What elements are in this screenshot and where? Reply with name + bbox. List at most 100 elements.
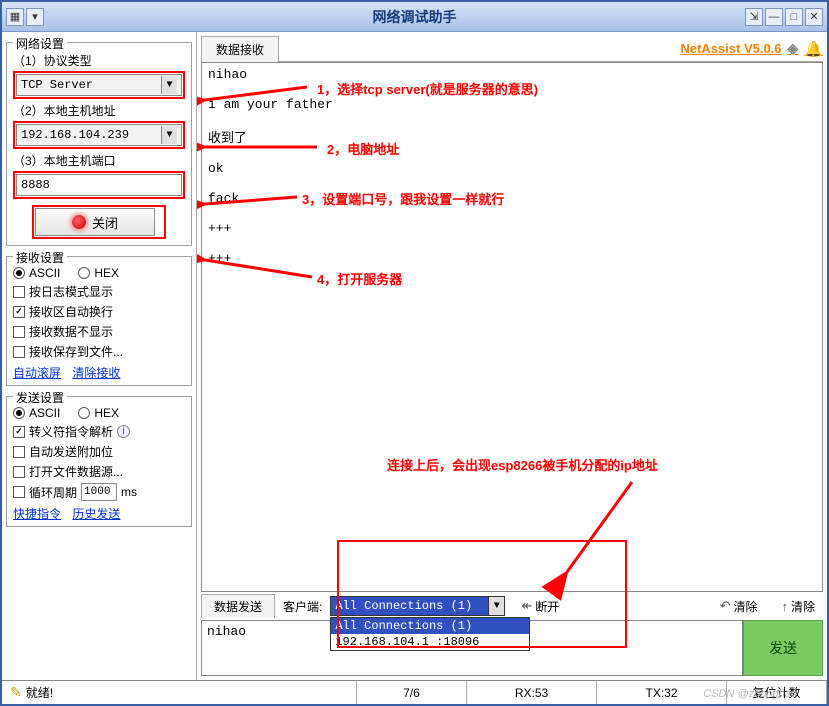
minimize-icon[interactable]: — (765, 8, 783, 26)
auto-scroll-link[interactable]: 自动滚屏 (13, 366, 61, 380)
info-icon[interactable]: i (117, 425, 130, 438)
dropdown-icon[interactable]: ▾ (26, 8, 44, 26)
right-header: 数据接收 NetAssist V5.0.6 ◈ 🔔 (201, 36, 823, 62)
left-panel: 网络设置 （1）协议类型 TCP Server ▼ （2）本地主机地址 192.… (2, 32, 197, 680)
recv-settings-group: 接收设置 ASCII HEX 按日志模式显示 接收区自动换行 接收数据不显示 接… (6, 256, 192, 386)
titlebar-left-icons: ▦ ▾ (6, 8, 44, 26)
close-icon[interactable]: ✕ (805, 8, 823, 26)
close-btn-highlight: 关闭 (32, 205, 166, 239)
escape-check[interactable] (13, 426, 25, 438)
titlebar: ▦ ▾ 网络调试助手 ⇲ — □ ✕ (2, 2, 827, 32)
clear-icon: ↶ (720, 598, 731, 614)
auto-wrap-check[interactable] (13, 306, 25, 318)
disconnect-label: 断开 (535, 598, 559, 615)
send-settings-group: 发送设置 ASCII HEX 转义符指令解析 i 自动发送附加位 打开文件数据源… (6, 396, 192, 527)
recv-hex-radio[interactable] (78, 267, 90, 279)
status-ready: ✎ 就绪! (2, 681, 357, 704)
send-hex-radio[interactable] (78, 407, 90, 419)
main-area: 网络设置 （1）协议类型 TCP Server ▼ （2）本地主机地址 192.… (2, 32, 827, 680)
auto-wrap-label: 接收区自动换行 (29, 303, 113, 320)
send-encoding-row: ASCII HEX (13, 406, 185, 420)
recv-ascii-radio[interactable] (13, 267, 25, 279)
diamond-icon[interactable]: ◈ (788, 40, 799, 57)
send-button[interactable]: 发送 (743, 620, 823, 676)
send-ascii-radio[interactable] (13, 407, 25, 419)
clear-icon: ↑ (781, 599, 788, 614)
recv-tab[interactable]: 数据接收 (201, 36, 279, 62)
client-label: 客户端: (283, 598, 322, 615)
clear-right-label: 清除 (791, 598, 815, 615)
recv-ascii-label: ASCII (29, 266, 60, 280)
ready-icon: ✎ (10, 684, 22, 701)
host-highlight: 192.168.104.239 ▼ (13, 121, 185, 149)
chevron-down-icon: ▼ (488, 597, 504, 615)
send-tab[interactable]: 数据发送 (201, 594, 275, 618)
recv-encoding-row: ASCII HEX (13, 266, 185, 280)
disconnect-button[interactable]: ↞断开 (513, 596, 567, 617)
status-pages: 7/6 (357, 681, 467, 704)
close-server-button[interactable]: 关闭 (35, 208, 155, 236)
open-file-check[interactable] (13, 466, 25, 478)
record-icon (72, 215, 86, 229)
chevron-down-icon: ▼ (161, 126, 177, 144)
conn-option-all[interactable]: All Connections (1) (331, 618, 529, 634)
right-panel: 数据接收 NetAssist V5.0.6 ◈ 🔔 nihao i am you… (197, 32, 827, 680)
recv-links: 自动滚屏 清除接收 (13, 364, 185, 381)
send-links: 快捷指令 历史发送 (13, 505, 185, 522)
protocol-highlight: TCP Server ▼ (13, 71, 185, 99)
auto-append-label: 自动发送附加位 (29, 443, 113, 460)
cycle-input[interactable]: 1000 (81, 483, 117, 501)
cycle-label: 循环周期 (29, 484, 77, 501)
recv-save-check[interactable] (13, 346, 25, 358)
recv-hide-check[interactable] (13, 326, 25, 338)
recv-hex-label: HEX (94, 266, 119, 280)
host-label: （2）本地主机地址 (13, 102, 185, 119)
protocol-value: TCP Server (21, 78, 93, 92)
open-file-label: 打开文件数据源... (29, 463, 123, 480)
window-title: 网络调试助手 (2, 7, 827, 27)
close-label: 关闭 (92, 213, 118, 232)
bell-icon[interactable]: 🔔 (804, 40, 823, 58)
recv-hide-label: 接收数据不显示 (29, 323, 113, 340)
network-settings-group: 网络设置 （1）协议类型 TCP Server ▼ （2）本地主机地址 192.… (6, 42, 192, 246)
clear-right-button[interactable]: ↑清除 (773, 596, 823, 617)
sys-icon[interactable]: ▦ (6, 8, 24, 26)
connection-combo[interactable]: All Connections (1) ▼ All Connections (1… (330, 596, 505, 616)
send-hex-label: HEX (94, 406, 119, 420)
cycle-unit: ms (121, 485, 137, 499)
send-settings-legend: 发送设置 (13, 389, 67, 406)
clear-left-button[interactable]: ↶清除 (712, 596, 766, 617)
port-value: 8888 (21, 178, 50, 192)
port-input[interactable]: 8888 (16, 174, 182, 196)
auto-append-check[interactable] (13, 446, 25, 458)
status-rx: RX:53 (467, 681, 597, 704)
chevron-down-icon: ▼ (161, 76, 177, 94)
ready-label: 就绪! (26, 684, 53, 701)
escape-label: 转义符指令解析 (29, 423, 113, 440)
host-combo[interactable]: 192.168.104.239 ▼ (16, 124, 182, 146)
log-mode-label: 按日志模式显示 (29, 283, 113, 300)
conn-option-ip[interactable]: 192.168.104.1 :18096 (331, 634, 529, 650)
send-ascii-label: ASCII (29, 406, 60, 420)
brand-label[interactable]: NetAssist V5.0.6 (680, 41, 781, 56)
clear-left-label: 清除 (733, 598, 757, 615)
recv-settings-legend: 接收设置 (13, 249, 67, 266)
port-label: （3）本地主机端口 (13, 152, 185, 169)
disconnect-icon: ↞ (521, 598, 532, 614)
cycle-check[interactable] (13, 486, 25, 498)
network-settings-legend: 网络设置 (13, 35, 67, 52)
titlebar-right-icons: ⇲ — □ ✕ (745, 8, 823, 26)
protocol-label: （1）协议类型 (13, 52, 185, 69)
pin-icon[interactable]: ⇲ (745, 8, 763, 26)
quick-cmd-link[interactable]: 快捷指令 (13, 507, 61, 521)
history-link[interactable]: 历史发送 (72, 507, 120, 521)
log-mode-check[interactable] (13, 286, 25, 298)
maximize-icon[interactable]: □ (785, 8, 803, 26)
cycle-value: 1000 (84, 486, 110, 498)
clear-recv-link[interactable]: 清除接收 (72, 366, 120, 380)
connection-dropdown: All Connections (1) 192.168.104.1 :18096 (330, 617, 530, 651)
protocol-combo[interactable]: TCP Server ▼ (16, 74, 182, 96)
recv-textarea[interactable]: nihao i am your father 收到了 ok fack +++ +… (201, 62, 823, 592)
send-bar: 数据发送 客户端: All Connections (1) ▼ All Conn… (201, 592, 823, 620)
connection-selected: All Connections (1) (335, 599, 472, 613)
